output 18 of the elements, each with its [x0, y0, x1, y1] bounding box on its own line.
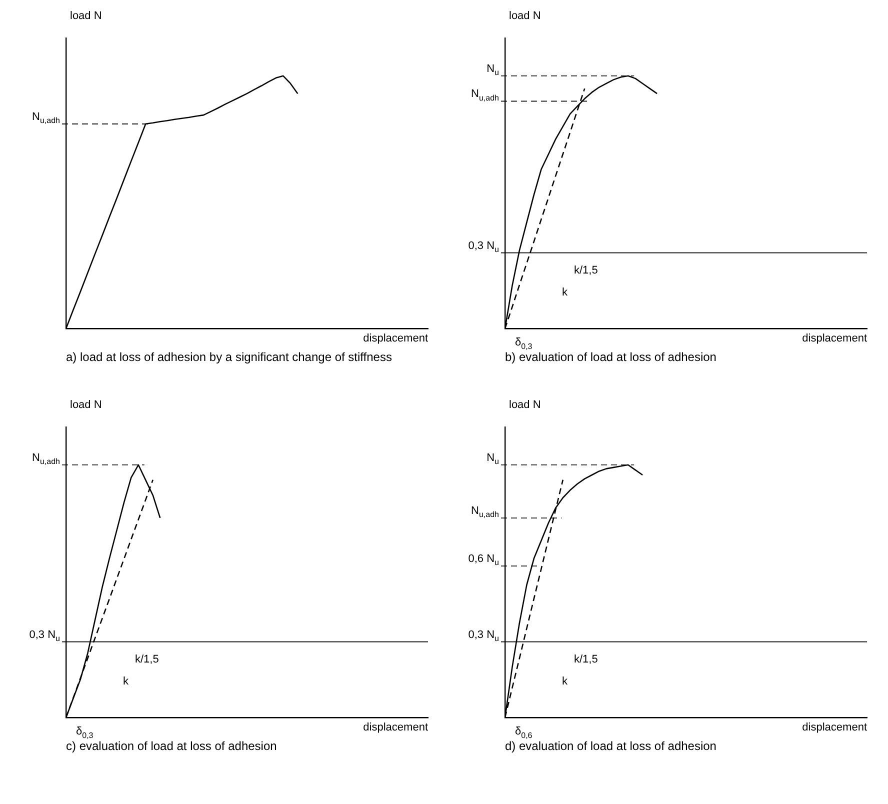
y-axis-title: load N — [70, 10, 102, 22]
annotation: k — [562, 676, 568, 688]
annotation: k — [562, 286, 568, 299]
x-axis-title: displacement — [802, 722, 868, 734]
x-axis-title: displacement — [363, 722, 428, 734]
text: d) evaluation of load at loss of adhesion — [505, 739, 716, 754]
text: a) load at loss of adhesion by a significant change of stiffness — [66, 350, 392, 364]
y-axis-title: load N — [70, 399, 102, 412]
text: c) evaluation of load at loss of adhesion — [66, 739, 277, 754]
y-axis-title: load N — [509, 10, 541, 22]
text: b) evaluation of load at loss of adhesion — [505, 350, 716, 364]
annotation: k/1,5 — [574, 654, 598, 666]
x-axis-title: displacement — [363, 332, 428, 345]
annotation: k/1,5 — [574, 264, 598, 277]
y-axis-title: load N — [509, 399, 541, 412]
annotation: k — [123, 676, 129, 688]
x-axis-title: displacement — [802, 332, 868, 345]
annotation: k/1,5 — [135, 654, 159, 666]
